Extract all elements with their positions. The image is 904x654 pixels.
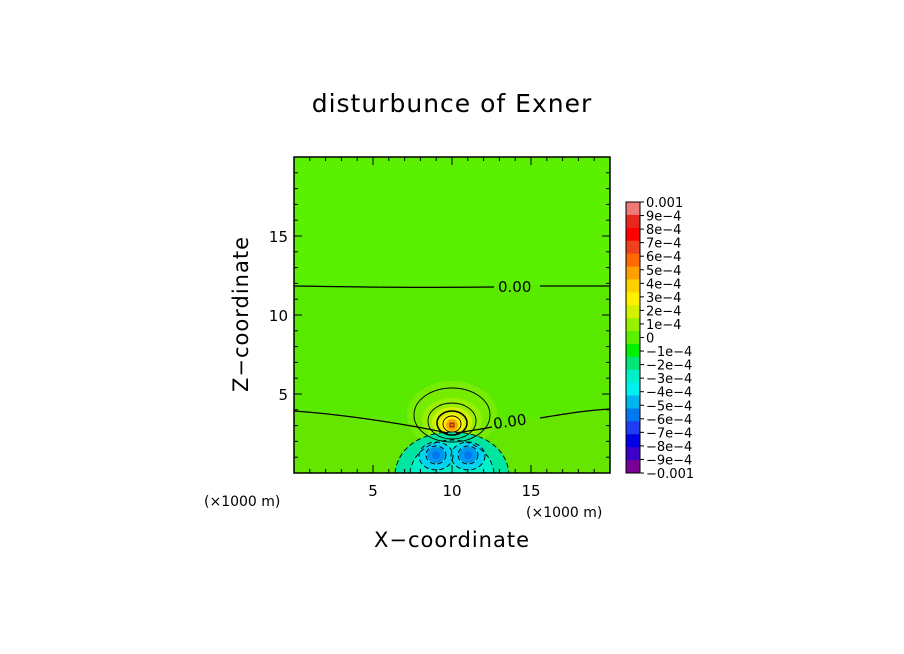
colorbar-label: −5e−4 [646, 399, 692, 414]
y-axis-label: Z−coordinate [229, 236, 253, 392]
contour-neg-2 [409, 439, 495, 473]
colorbar-swatch [626, 318, 640, 332]
x-unit-label: (×1000 m) [526, 505, 602, 521]
colorbar-swatch [626, 343, 640, 358]
z-unit-label: (×1000 m) [204, 494, 280, 510]
colorbar-swatch [626, 460, 640, 474]
field-upper-band [294, 157, 610, 285]
colorbar-swatch [626, 214, 640, 229]
colorbar-label: −2e−4 [646, 359, 692, 374]
colorbar-label: 3e−4 [646, 291, 681, 306]
contour-neg-right-inner [457, 445, 479, 465]
colorbar-label: 9e−4 [646, 210, 681, 225]
colorbar-swatch [626, 434, 640, 448]
y-tick-label: 5 [278, 386, 288, 404]
plot-area: 0.00 0.00 [294, 157, 610, 473]
y-axis-ticks: 5 10 15 [269, 172, 610, 458]
colorbar-swatch [626, 421, 640, 435]
x-axis-ticks: 5 10 15 [309, 157, 595, 500]
colorbar-label: −7e−4 [646, 426, 692, 441]
colorbar-swatch [626, 382, 640, 396]
negative-center-right [464, 451, 472, 459]
colorbar-swatch [626, 395, 640, 409]
colorbar-label: 6e−4 [646, 250, 681, 265]
colorbar-swatch [626, 253, 640, 267]
y-tick-label: 15 [269, 228, 288, 246]
contour-neg-1 [394, 431, 510, 473]
colorbar-swatch [626, 356, 640, 371]
y-tick-label: 10 [269, 307, 288, 325]
colorbar-label: 2e−4 [646, 304, 681, 319]
positive-peak [449, 422, 455, 428]
colorbar-label: 5e−4 [646, 264, 681, 279]
x-axis-label: X−coordinate [374, 528, 530, 552]
zero-contour-upper [294, 285, 495, 289]
contour-pos-1 [413, 387, 491, 443]
contour-label-upper: 0.00 [498, 278, 531, 296]
colorbar-swatch [626, 202, 640, 216]
colorbar-label: −8e−4 [646, 440, 692, 455]
contour-pos-2 [427, 402, 477, 440]
colorbar-label: 0.001 [646, 196, 683, 211]
colorbar: 0.0019e−48e−47e−46e−45e−44e−43e−42e−41e−… [625, 196, 694, 482]
contour-label-lower: 0.00 [492, 410, 528, 432]
chart-title: disturbunce of Exner [312, 89, 593, 118]
x-tick-label: 15 [521, 482, 540, 500]
colorbar-label: 4e−4 [646, 277, 681, 292]
colorbar-swatch [626, 447, 640, 461]
colorbar-swatch [626, 240, 640, 255]
contour-pos-3 [436, 410, 468, 436]
colorbar-label: 0 [646, 332, 654, 347]
colorbar-label: −0.001 [646, 467, 694, 482]
colorbar-swatch [626, 227, 640, 242]
colorbar-swatch [626, 305, 640, 319]
colorbar-label: −4e−4 [646, 386, 692, 401]
colorbar-label: 7e−4 [646, 237, 681, 252]
colorbar-swatch [626, 408, 640, 422]
colorbar-label: −1e−4 [646, 345, 692, 360]
colorbar-swatch [626, 331, 640, 345]
contour-pos-4 [442, 415, 462, 433]
colorbar-swatch [626, 266, 640, 280]
negative-center-left [432, 451, 440, 459]
colorbar-label: −6e−4 [646, 413, 692, 428]
colorbar-swatch [626, 369, 640, 384]
zero-contour-lower-left [294, 410, 449, 434]
x-tick-label: 5 [368, 482, 378, 500]
colorbar-swatch [626, 292, 640, 306]
colorbar-swatch [626, 279, 640, 293]
colorbar-label: 1e−4 [646, 318, 681, 333]
x-tick-label: 10 [442, 482, 461, 500]
contour-neg-left-inner [425, 445, 447, 465]
colorbar-label: 8e−4 [646, 223, 681, 238]
colorbar-label: −3e−4 [646, 372, 692, 387]
colorbar-label: −9e−4 [646, 453, 692, 468]
